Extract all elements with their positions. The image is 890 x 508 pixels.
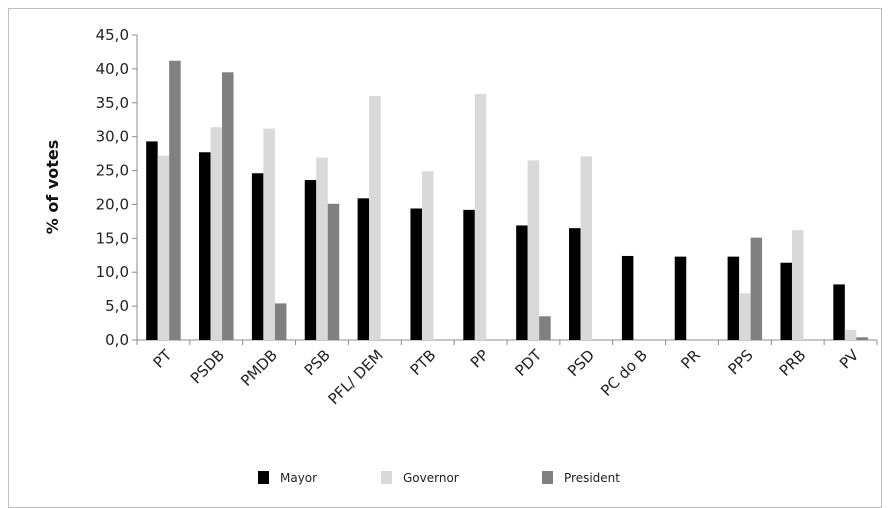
bar-mayor xyxy=(146,141,158,340)
x-tick-label: PT xyxy=(150,346,176,372)
legend-label-mayor: Mayor xyxy=(280,471,317,485)
legend-swatch-president xyxy=(542,471,553,484)
x-tick-label: PTB xyxy=(407,346,440,379)
x-tick-label: PPS xyxy=(724,346,756,378)
bar-mayor xyxy=(569,228,581,340)
bar-governor xyxy=(527,160,540,340)
bar-governor xyxy=(369,96,381,340)
bar-president xyxy=(539,316,551,340)
y-tick-label: 45,0 xyxy=(96,26,129,44)
bar-governor xyxy=(844,329,857,340)
bar-mayor xyxy=(674,256,687,340)
x-tick-label: PSB xyxy=(301,346,334,379)
bar-mayor xyxy=(304,180,317,340)
bar-mayor xyxy=(516,225,528,340)
bar-governor xyxy=(263,128,275,340)
bar-governor xyxy=(157,155,170,340)
bar-mayor xyxy=(357,198,370,340)
bar-president xyxy=(856,337,868,340)
bar-president xyxy=(327,203,340,340)
y-tick-label: 5,0 xyxy=(105,297,129,315)
bar-governor xyxy=(316,157,328,340)
legend-swatch-governor xyxy=(381,471,392,484)
legend-label-governor: Governor xyxy=(403,471,459,485)
bar-president xyxy=(169,60,181,340)
bar-mayor xyxy=(410,208,422,340)
y-tick-label: 40,0 xyxy=(96,60,129,78)
bar-president xyxy=(274,303,287,340)
bar-mayor xyxy=(780,262,792,340)
bar-mayor xyxy=(251,173,264,340)
bar-mayor xyxy=(833,284,845,340)
x-tick-label: PRB xyxy=(776,346,810,380)
x-tick-label: PSDB xyxy=(187,346,228,387)
bar-governor xyxy=(474,93,487,340)
y-tick-label: 25,0 xyxy=(96,162,129,180)
bar-governor xyxy=(210,127,223,340)
x-tick-label: PC do B xyxy=(597,346,651,400)
y-axis-title: % of votes xyxy=(43,140,62,235)
x-tick-label: PV xyxy=(836,346,863,373)
bar-mayor xyxy=(621,255,634,340)
bar-governor xyxy=(791,230,804,340)
x-tick-label: PR xyxy=(677,346,703,372)
bar-president xyxy=(222,72,234,341)
x-tick-label: PP xyxy=(467,346,493,372)
bar-mayor xyxy=(463,209,475,340)
y-tick-label: 30,0 xyxy=(96,128,129,146)
y-tick-label: 10,0 xyxy=(96,263,129,281)
legend-label-president: President xyxy=(564,471,620,485)
x-tick-label: PDT xyxy=(511,346,545,380)
bar-governor xyxy=(739,293,751,340)
bar-mayor xyxy=(199,152,211,340)
bar-governor xyxy=(421,171,434,340)
x-tick-label: PMDB xyxy=(237,346,281,390)
y-tick-label: 35,0 xyxy=(96,94,129,112)
bar-mayor xyxy=(727,256,740,340)
bar-president xyxy=(750,237,763,340)
x-tick-label: PFL/ DEM xyxy=(325,346,387,408)
bar-governor xyxy=(580,156,593,340)
y-tick-label: 20,0 xyxy=(96,195,129,213)
y-tick-label: 0,0 xyxy=(105,331,129,349)
x-tick-label: PSD xyxy=(564,346,598,380)
legend-swatch-mayor xyxy=(258,471,269,484)
y-tick-label: 15,0 xyxy=(96,229,129,247)
